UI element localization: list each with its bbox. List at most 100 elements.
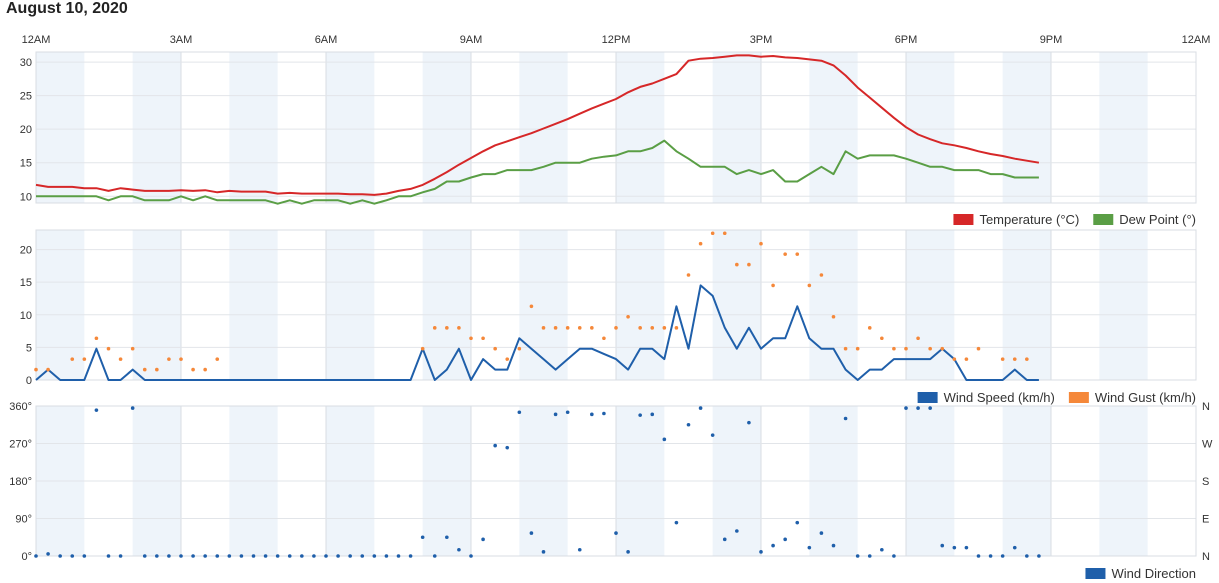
hour-band [132,230,181,380]
data-point [565,326,570,330]
data-point [964,357,969,361]
y-tick-label: 20 [20,124,32,136]
hour-band [1099,52,1148,203]
data-point [867,326,872,330]
x-tick-label: 3AM [170,34,193,46]
data-point [336,554,340,558]
data-point [819,531,824,535]
data-point [892,346,896,351]
chart-panel-wind: 0 5 10 15 20 Wind Gust (km/h) Wind Speed (km/h… [20,229,1197,405]
data-point [348,554,352,558]
data-point [469,336,473,341]
legend-label: Wind Direction [1111,566,1196,581]
data-point [360,554,365,558]
legend-label: Wind Gust (km/h) [1095,390,1196,405]
hour-band [36,52,85,203]
data-point [300,554,304,558]
series-line [36,139,1039,205]
chart-panel-temperature: 10 15 20 25 30 Dew Point (°) Temperature (°C) [20,51,1197,227]
data-point [710,433,715,437]
data-point [227,554,232,558]
data-point [517,346,522,351]
data-point [722,231,727,236]
data-point [855,346,860,351]
x-tick-label: 12AM [22,34,51,46]
legend-swatch [917,392,938,403]
data-point [203,367,207,372]
data-point [155,554,159,558]
hour-band [616,230,665,380]
data-point [747,420,751,425]
data-point [239,554,244,558]
data-point [106,554,111,558]
plot-border [35,229,1197,381]
data-point [312,554,316,558]
data-point [46,552,50,556]
data-point [420,346,425,351]
data-point [662,437,667,442]
x-tick-label: 6PM [895,34,918,46]
y-tick-label: 270° [9,439,32,451]
chart-panel-direction: 0° N 90° E 180° S 270° W 360° N Wind Direction [9,401,1213,581]
y-tick-label: 360° [9,401,32,413]
hour-band [712,230,761,380]
data-point [577,547,582,552]
data-point [807,283,812,288]
data-point [904,346,908,351]
data-point [759,241,763,246]
data-point [215,554,220,558]
y-tick-label: 15 [20,158,32,170]
hour-band [326,230,375,380]
data-point [541,550,546,554]
data-point [372,554,377,558]
data-point [1012,545,1017,550]
data-point [638,326,642,330]
data-point [1037,554,1041,558]
data-point [408,554,413,558]
series-line [35,284,1039,381]
y-tick-label: 25 [20,91,32,103]
data-point [952,545,957,550]
x-tick-label: 3PM [750,34,773,46]
data-point [843,346,848,351]
data-point [880,547,884,552]
data-point [445,326,449,330]
data-point [46,367,50,372]
data-point [493,443,497,448]
hour-band [132,52,181,203]
data-point [82,554,87,558]
y-tick-label: 5 [26,342,32,354]
hour-band [422,230,471,380]
x-tick-label: 12AM [1182,34,1211,46]
x-tick-label: 9AM [460,34,483,46]
data-point [698,241,703,246]
hour-band [422,52,471,203]
data-point [783,537,787,542]
data-point [602,411,606,416]
data-point [710,231,715,236]
data-point [698,406,703,410]
data-point [590,412,594,417]
data-point [650,412,655,417]
hour-band [229,230,278,380]
data-point [118,357,123,361]
data-point [831,314,836,319]
data-point [155,367,159,372]
data-point [855,554,860,558]
y-tick-label: 15 [20,277,32,289]
data-point [747,262,751,267]
data-point [82,357,87,361]
data-point [517,410,522,415]
data-point [686,273,691,277]
data-point [1025,357,1029,361]
data-point [529,304,534,309]
data-point [940,346,945,351]
data-point [904,406,908,410]
data-point [771,283,775,288]
hour-band [519,230,568,380]
data-point [432,326,437,330]
data-point [880,336,884,341]
data-point [179,357,183,361]
data-point [831,543,836,548]
